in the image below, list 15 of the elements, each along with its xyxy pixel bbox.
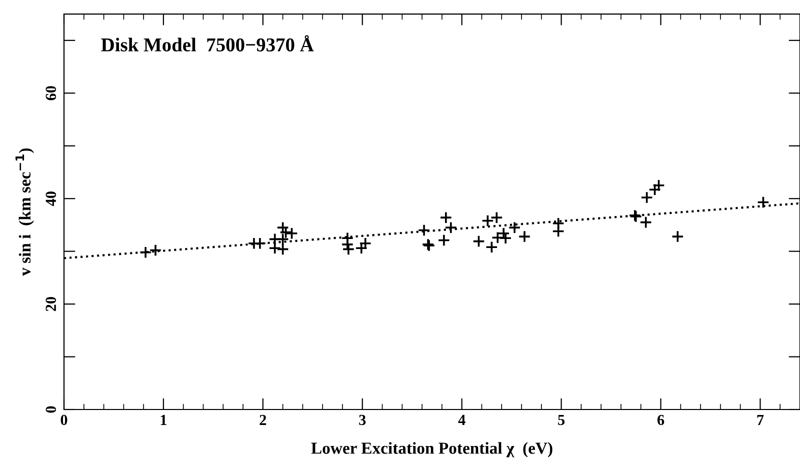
y-tick-label: 40	[46, 192, 56, 206]
y-tick-label: 20	[46, 296, 56, 312]
y-tick-label: 60	[46, 86, 56, 100]
x-axis-title: Lower Excitation Potential χ (eV)	[311, 442, 552, 458]
x-tick-label: 2	[260, 414, 266, 425]
x-tick-label: 0	[60, 414, 68, 426]
y-axis-title: v sin i (km sec$^{−1}$)	[16, 148, 34, 276]
x-tick-label: 3	[359, 414, 366, 426]
x-tick-label: 5	[558, 414, 565, 426]
annotation: Disk Model 7500−9370 Å	[101, 35, 314, 52]
x-tick-label: 6	[657, 414, 664, 426]
x-tick-label: 4	[458, 414, 466, 425]
x-tick-label: 7	[757, 414, 764, 425]
y-tick-label: 0	[46, 406, 56, 413]
x-tick-label: 1	[160, 414, 166, 425]
